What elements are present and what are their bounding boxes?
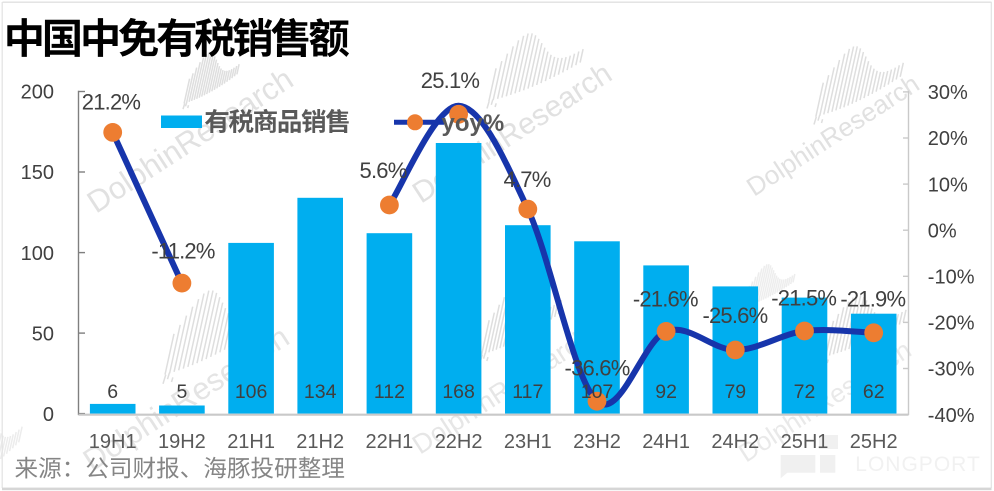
- svg-text:100: 100: [21, 243, 54, 265]
- svg-text:19H1: 19H1: [89, 431, 137, 453]
- svg-text:5: 5: [176, 381, 187, 403]
- svg-text:0%: 0%: [928, 220, 957, 242]
- svg-text:62: 62: [863, 381, 885, 403]
- svg-text:-20%: -20%: [928, 313, 975, 335]
- svg-text:150: 150: [21, 162, 54, 184]
- svg-text:72: 72: [794, 381, 816, 403]
- svg-text:LONGPORT: LONGPORT: [855, 453, 980, 476]
- svg-text:-21.9%: -21.9%: [840, 286, 905, 311]
- svg-text:24H2: 24H2: [711, 431, 759, 453]
- svg-text:200: 200: [21, 82, 54, 104]
- svg-text:-21.5%: -21.5%: [771, 286, 836, 311]
- svg-text:79: 79: [724, 381, 746, 403]
- svg-text:25H1: 25H1: [781, 431, 829, 453]
- svg-text:25H2: 25H2: [850, 431, 898, 453]
- svg-text:-36.6%: -36.6%: [565, 355, 630, 380]
- svg-text:22H2: 22H2: [435, 431, 483, 453]
- svg-text:168: 168: [442, 381, 475, 403]
- svg-text:23H1: 23H1: [504, 431, 552, 453]
- svg-text:6: 6: [107, 381, 118, 403]
- svg-text:21H1: 21H1: [227, 431, 275, 453]
- svg-text:21H2: 21H2: [296, 431, 344, 453]
- svg-text:134: 134: [304, 381, 337, 403]
- svg-text:23H2: 23H2: [573, 431, 621, 453]
- svg-text:-11.2%: -11.2%: [151, 239, 215, 264]
- svg-text:5.6%: 5.6%: [360, 158, 407, 183]
- svg-text:20%: 20%: [928, 128, 968, 150]
- svg-text:22H1: 22H1: [365, 431, 413, 453]
- svg-text:24H1: 24H1: [642, 431, 690, 453]
- svg-text:25.1%: 25.1%: [421, 68, 480, 93]
- svg-text:112: 112: [374, 381, 405, 403]
- svg-text:106: 106: [235, 381, 268, 403]
- svg-text:21.2%: 21.2%: [82, 89, 141, 114]
- svg-text:107: 107: [581, 381, 614, 403]
- svg-text:yoy%: yoy%: [442, 110, 505, 137]
- svg-text:50: 50: [32, 323, 54, 345]
- svg-text:-25.6%: -25.6%: [702, 303, 767, 328]
- svg-text:92: 92: [655, 381, 677, 403]
- svg-text:10%: 10%: [928, 174, 968, 196]
- svg-text:-10%: -10%: [928, 267, 975, 289]
- svg-text:-40%: -40%: [928, 405, 975, 427]
- svg-text:30%: 30%: [928, 82, 968, 104]
- svg-text:-30%: -30%: [928, 359, 975, 381]
- svg-text:-21.6%: -21.6%: [633, 286, 698, 311]
- svg-text:0: 0: [43, 404, 54, 426]
- svg-text:19H2: 19H2: [158, 431, 206, 453]
- svg-text:4.7%: 4.7%: [504, 167, 551, 192]
- svg-text:117: 117: [512, 381, 543, 403]
